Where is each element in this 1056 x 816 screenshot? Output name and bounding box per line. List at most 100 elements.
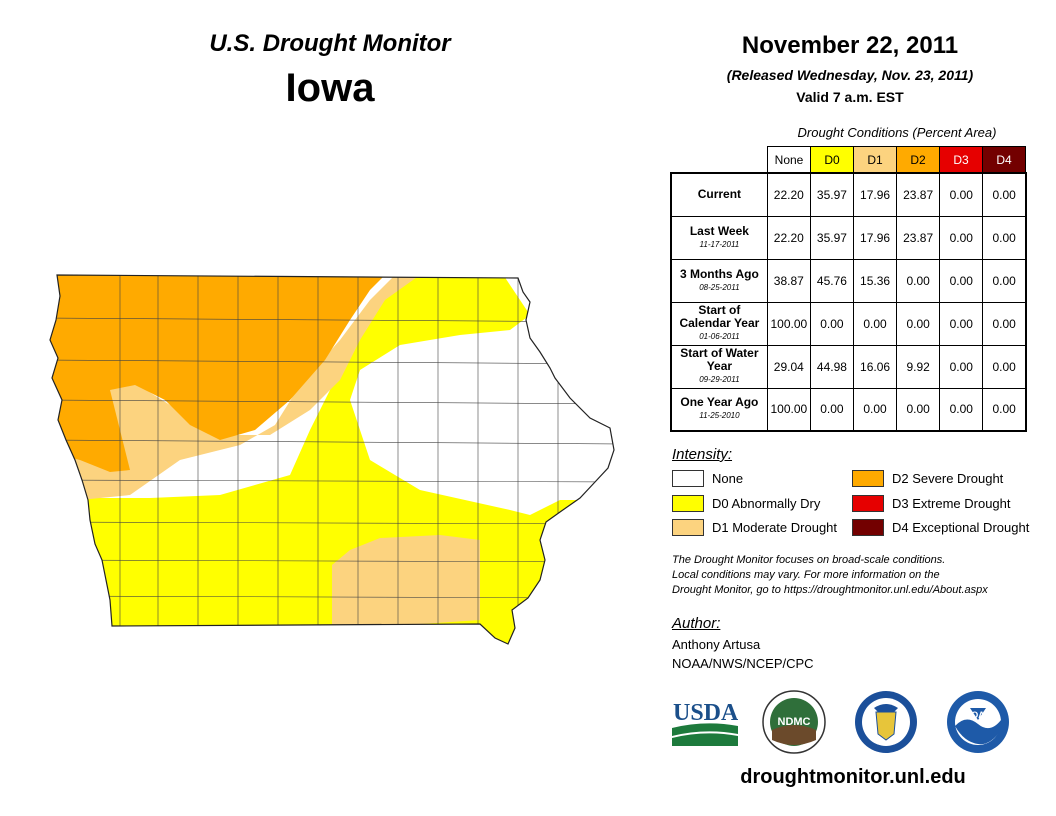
disclaimer-note: The Drought Monitor focuses on broad-sca… <box>672 553 1042 598</box>
row-date: 01-06-2011 <box>699 332 740 341</box>
cell-value: 9.92 <box>896 344 941 389</box>
cell-value: 15.36 <box>852 258 898 303</box>
column-header-d0: D0 <box>810 146 854 173</box>
cell-value: 44.98 <box>809 344 854 389</box>
author-org: NOAA/NWS/NCEP/CPC <box>672 656 814 671</box>
author-heading: Author: <box>672 615 721 632</box>
cell-value: 38.87 <box>766 258 811 303</box>
cell-value: 0.00 <box>809 387 854 432</box>
note-line: Local conditions may vary. For more info… <box>672 569 940 581</box>
column-header-d3: D3 <box>939 146 983 173</box>
table-row: Start of Water Year 09-29-2011 29.04 44.98 1… <box>670 344 1027 389</box>
note-line: The Drought Monitor focuses on broad-sca… <box>672 554 946 566</box>
cell-value: 0.00 <box>896 387 941 432</box>
row-label-text: Current <box>697 187 742 202</box>
legend-item-none: None <box>672 470 743 487</box>
row-label: Start of Water Year 09-29-2011 <box>670 344 768 389</box>
ndmc-logo-text: NDMC <box>778 716 811 728</box>
release-date: (Released Wednesday, Nov. 23, 2011) <box>726 67 974 83</box>
cell-value: 0.00 <box>982 344 1027 389</box>
cell-value: 23.87 <box>896 172 941 217</box>
row-label-text: Start of Calendar Year <box>679 303 760 330</box>
row-label-text: Last Week <box>689 223 749 238</box>
row-label-text: 3 Months Ago <box>679 266 759 281</box>
legend-item-d4: D4 Exceptional Drought <box>852 519 1029 536</box>
cell-value: 0.00 <box>982 387 1027 432</box>
d1-region-southeast <box>332 535 480 630</box>
legend-label: D1 Moderate Drought <box>712 520 838 535</box>
cell-value: 35.97 <box>809 172 854 217</box>
legend-item-d3: D3 Extreme Drought <box>852 495 1011 512</box>
row-label: Last Week 11-17-2011 <box>670 215 768 260</box>
legend-swatch <box>852 495 884 512</box>
footer-url[interactable]: droughtmonitor.unl.edu <box>740 766 966 788</box>
noaa-logo-text: NOAA <box>965 710 992 720</box>
legend-swatch <box>852 519 884 536</box>
noaa-logo: NOAA <box>947 691 1009 753</box>
legend-label: None <box>712 471 744 486</box>
d2-region <box>50 275 400 472</box>
drought-conditions-table: Current 22.20 35.97 17.96 23.87 0.00 0.00 Last … <box>670 172 1027 432</box>
iowa-drought-map <box>49 274 615 645</box>
legend-swatch <box>852 470 884 487</box>
cell-value: 0.00 <box>852 387 898 432</box>
table-row: 3 Months Ago 08-25-2011 38.87 45.76 15.36 0.0… <box>670 258 1027 303</box>
cell-value: 23.87 <box>896 215 941 260</box>
table-caption: Drought Conditions (Percent Area) <box>797 125 997 140</box>
ndmc-logo: NDMC <box>762 690 826 754</box>
cell-value: 0.00 <box>939 344 984 389</box>
table-row: Current 22.20 35.97 17.96 23.87 0.00 0.00 <box>670 172 1027 217</box>
row-label: Current <box>670 172 768 217</box>
cell-value: 17.96 <box>852 172 898 217</box>
legend-label: D2 Severe Drought <box>892 471 1004 486</box>
cell-value: 35.97 <box>809 215 854 260</box>
cell-value: 0.00 <box>939 387 984 432</box>
doc-seal-logo <box>855 691 917 753</box>
cell-value: 0.00 <box>852 301 898 346</box>
column-header-d1: D1 <box>853 146 897 173</box>
map-date: November 22, 2011 <box>741 32 959 59</box>
legend-title: Intensity: <box>672 446 733 463</box>
usda-logo-text: USDA <box>673 700 738 726</box>
row-date: 08-25-2011 <box>699 282 740 292</box>
usda-logo: USDA <box>672 700 738 746</box>
cell-value: 17.96 <box>852 215 898 260</box>
legend-swatch <box>672 470 704 487</box>
cell-value: 0.00 <box>982 301 1027 346</box>
cell-value: 0.00 <box>982 172 1027 217</box>
state-name: Iowa <box>285 66 375 110</box>
legend-label: D4 Exceptional Drought <box>892 520 1030 535</box>
column-header-d4: D4 <box>982 146 1026 173</box>
valid-time: Valid 7 a.m. EST <box>796 89 904 105</box>
row-date: 11-17-2011 <box>699 239 740 249</box>
cell-value: 22.20 <box>766 215 811 260</box>
table-row: Start of Calendar Year 01-06-2011 100.00 0.… <box>670 301 1027 346</box>
cell-value: 100.00 <box>766 301 811 346</box>
state-outline <box>49 274 615 645</box>
table-row: Last Week 11-17-2011 22.20 35.97 17.96 23.87 0… <box>670 215 1027 260</box>
row-date: 09-29-2011 <box>699 375 740 384</box>
cell-value: 45.76 <box>809 258 854 303</box>
row-label: Start of Calendar Year 01-06-2011 <box>670 301 768 346</box>
cell-value: 0.00 <box>939 301 984 346</box>
cell-value: 22.20 <box>766 172 811 217</box>
row-label: One Year Ago 11-25-2010 <box>670 387 768 432</box>
cell-value: 0.00 <box>939 215 984 260</box>
cell-value: 0.00 <box>939 258 984 303</box>
cell-value: 0.00 <box>939 172 984 217</box>
cell-value: 0.00 <box>982 258 1027 303</box>
cell-value: 0.00 <box>896 301 941 346</box>
legend-swatch <box>672 519 704 536</box>
legend-label: D0 Abnormally Dry <box>712 496 821 511</box>
legend-label: D3 Extreme Drought <box>892 496 1011 511</box>
note-line: Drought Monitor, go to https://droughtmo… <box>672 584 988 596</box>
column-header-none: None <box>767 146 811 173</box>
legend-swatch <box>672 495 704 512</box>
map-title: U.S. Drought Monitor <box>209 30 451 57</box>
cell-value: 16.06 <box>852 344 898 389</box>
author-name: Anthony Artusa <box>672 637 761 652</box>
row-label-text: One Year Ago <box>680 395 759 410</box>
row-date: 11-25-2010 <box>699 411 740 421</box>
d1-region-west <box>50 275 420 500</box>
cell-value: 100.00 <box>766 387 811 432</box>
